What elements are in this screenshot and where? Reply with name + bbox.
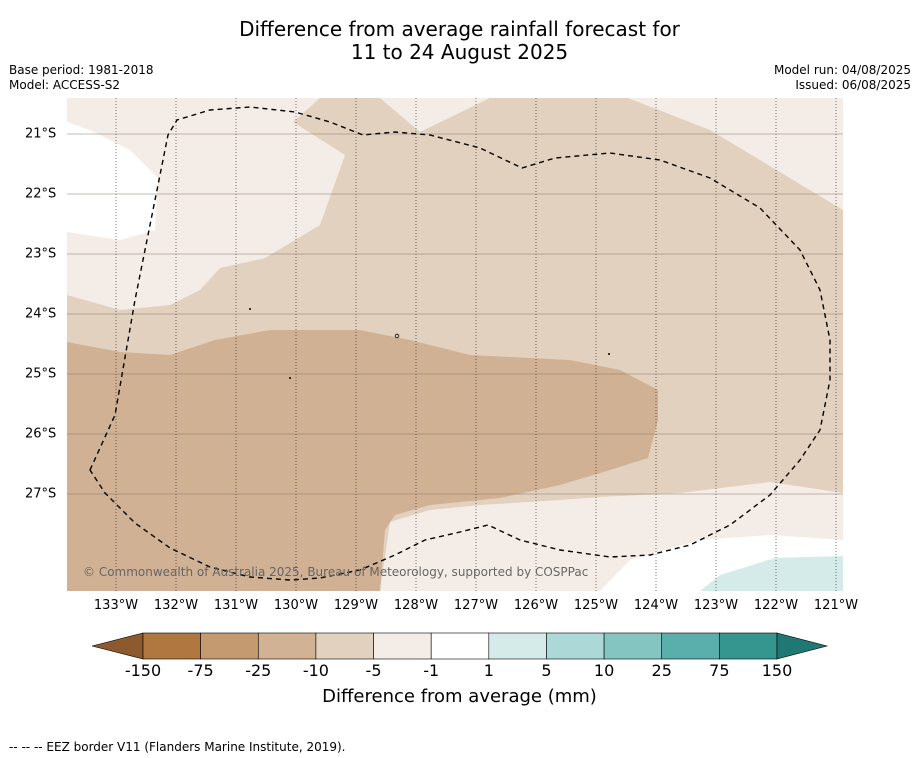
title-line-1: Difference from average rainfall forecas… — [239, 17, 680, 41]
title-line-2: 11 to 24 August 2025 — [350, 40, 569, 64]
x-tick-label: 123°W — [693, 598, 739, 613]
colorbar — [91, 632, 829, 660]
colorbar-extend-high — [776, 632, 829, 660]
light-region-north — [380, 98, 490, 132]
colorbar-tick-label: 5 — [541, 661, 552, 680]
colorbar-tick-label: 150 — [761, 661, 793, 680]
colorbar-label: Difference from average (mm) — [322, 686, 597, 707]
x-tick-label: 122°W — [753, 598, 799, 613]
colorbar-swatch — [315, 632, 374, 660]
colorbar-tick-label: -5 — [365, 661, 382, 680]
x-tick-label: 128°W — [393, 598, 439, 613]
map-title: Difference from average rainfall forecas… — [0, 18, 919, 64]
x-tick-label: 125°W — [573, 598, 619, 613]
base-period: Base period: 1981-2018 — [9, 63, 154, 77]
colorbar-swatch — [546, 632, 605, 660]
x-tick-label: 131°W — [213, 598, 259, 613]
colorbar-tick-label: 10 — [593, 661, 615, 680]
x-tick-label: 127°W — [453, 598, 499, 613]
y-tick-label: 24°S — [25, 306, 57, 322]
island-marker — [289, 377, 291, 379]
light-region-northwest — [67, 98, 345, 310]
teal-region-southeast — [700, 556, 843, 591]
colorbar-swatch — [373, 632, 432, 660]
x-tick-label: 132°W — [153, 598, 199, 613]
colorbar-swatch — [603, 632, 663, 660]
issued-date: Issued: 06/08/2025 — [795, 78, 911, 92]
x-tick-label: 130°W — [273, 598, 319, 613]
grid-lines-lon — [115, 98, 837, 591]
x-tick-label: 133°W — [93, 598, 139, 613]
y-tick-label: 26°S — [25, 426, 57, 442]
model-run: Model run: 04/08/2025 — [773, 63, 911, 77]
meta-left: Base period: 1981-2018 Model: ACCESS-S2 — [9, 63, 154, 93]
colorbar-swatch — [200, 632, 259, 660]
x-tick-label: 124°W — [633, 598, 679, 613]
colorbar-swatch — [488, 632, 547, 660]
eez-border — [89, 106, 831, 581]
island-marker — [394, 333, 400, 339]
y-tick-label: 25°S — [25, 366, 57, 382]
colorbar-tick-label: 1 — [483, 661, 494, 680]
island-marker — [249, 308, 251, 310]
y-tick-label: 21°S — [25, 126, 57, 142]
island-marker — [608, 353, 610, 355]
y-tick-label: 27°S — [25, 486, 57, 502]
y-tick-label: 22°S — [25, 186, 57, 202]
colorbar-tick-label: -75 — [187, 661, 214, 680]
colorbar-tick-label: 75 — [709, 661, 730, 680]
white-region-northwest — [67, 122, 158, 240]
colorbar-tick-label: -150 — [124, 661, 162, 680]
grid-lines-lat — [67, 133, 843, 495]
colorbar-swatch — [142, 632, 201, 660]
model-name: Model: ACCESS-S2 — [9, 78, 121, 92]
x-tick-label: 129°W — [333, 598, 379, 613]
colorbar-swatch — [430, 632, 490, 660]
colorbar-swatch — [257, 632, 317, 660]
colorbar-tick-label: -1 — [423, 661, 440, 680]
colorbar-tick-label: -10 — [302, 661, 329, 680]
dark-region-central — [67, 330, 658, 591]
meta-right: Model run: 04/08/2025 Issued: 06/08/2025 — [774, 63, 911, 93]
x-tick-label: 126°W — [513, 598, 559, 613]
copyright-notice: © Commonwealth of Australia 2025, Bureau… — [83, 565, 589, 579]
eez-footnote: -- -- -- EEZ border V11 (Flanders Marine… — [9, 740, 346, 754]
colorbar-tick-label: -25 — [245, 661, 272, 680]
light-region-northeast — [628, 98, 843, 210]
y-tick-label: 23°S — [25, 246, 57, 262]
colorbar-tick-label: 25 — [651, 661, 672, 680]
colorbar-swatch — [719, 632, 778, 660]
x-tick-label: 121°W — [813, 598, 859, 613]
colorbar-swatch — [661, 632, 720, 660]
colorbar-extend-low — [91, 632, 144, 660]
